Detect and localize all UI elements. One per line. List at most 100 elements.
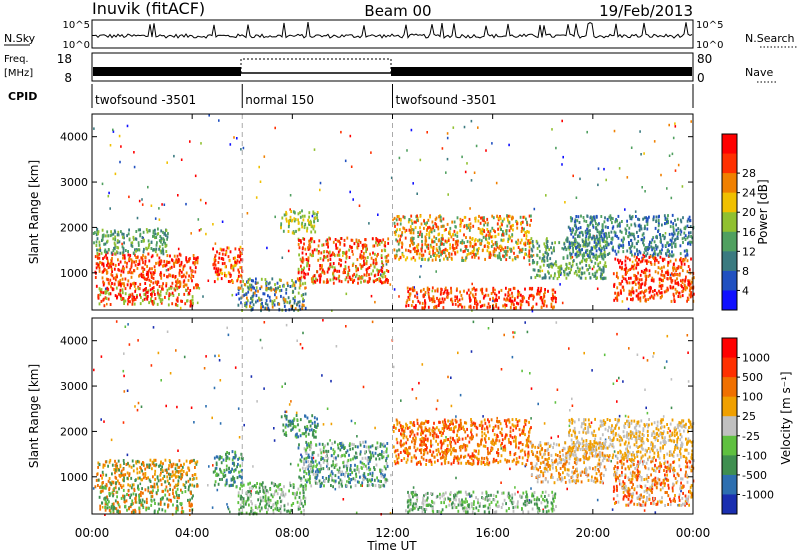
scatter-cell [428, 231, 431, 235]
scatter-cell [575, 228, 578, 232]
scatter-cell [581, 231, 584, 235]
scatter-cell [164, 480, 166, 484]
scatter-cell [106, 498, 109, 502]
scatter-cell [491, 235, 494, 239]
scatter-cell [412, 247, 415, 251]
scatter-cell [120, 294, 122, 298]
scatter-cell [424, 249, 427, 253]
scatter-cell [664, 235, 666, 239]
scatter-cell [303, 271, 305, 275]
scatter-cell [112, 249, 115, 252]
scatter-cell [127, 250, 129, 253]
freq-label: Freq. [4, 54, 29, 65]
scatter-cell [140, 501, 143, 505]
scatter-cell [430, 245, 433, 249]
scatter-cell [122, 270, 125, 274]
scatter-cell [345, 252, 347, 256]
scatter-cell [223, 261, 226, 265]
scatter-cell [361, 275, 364, 279]
scatter-cell [326, 280, 329, 284]
scatter-cell [109, 303, 112, 306]
scatter-cell [412, 242, 414, 246]
scatter-cell [682, 241, 684, 244]
scatter-cell [561, 119, 563, 123]
scatter-cell [283, 301, 286, 305]
scatter-cell [161, 298, 164, 302]
scatter-cell [682, 259, 685, 263]
scatter-cell [593, 240, 596, 244]
nsky-trace [91, 22, 693, 39]
scatter-cell [227, 280, 230, 283]
scatter-cell [308, 221, 311, 225]
scatter-cell [162, 264, 164, 268]
scatter-cell [132, 235, 135, 239]
cpid-segments: twofsound -3501 normal 150 twofsound -3501 [91, 84, 694, 108]
scatter-cell [270, 506, 273, 509]
scatter-cell [491, 240, 493, 244]
scatter-cell [183, 484, 186, 487]
scatter-cell [142, 288, 145, 292]
scatter-cell [432, 295, 435, 299]
scatter-cell [215, 472, 218, 476]
scatter-cell [675, 228, 678, 232]
scatter-cell [107, 234, 110, 238]
scatter-cell [151, 467, 153, 471]
scatter-cell [308, 239, 310, 243]
scatter-cell [213, 280, 216, 284]
scatter-cell [377, 213, 379, 216]
scatter-cell [123, 462, 125, 465]
scatter-cell [135, 461, 138, 465]
scatter-cell [127, 271, 130, 275]
scatter-cell [161, 468, 164, 472]
scatter-cell [119, 483, 122, 487]
scatter-cell [110, 506, 113, 510]
scatter-cell [486, 245, 489, 249]
scatter-cell [239, 487, 241, 491]
scatter-cell [143, 500, 146, 504]
scatter-cell [376, 238, 379, 242]
scatter-cell [332, 240, 335, 244]
scatter-cell [545, 194, 547, 197]
scatter-cell [443, 290, 446, 294]
scatter-cell [578, 270, 581, 274]
scatter-cell [187, 479, 190, 483]
scatter-cell [284, 382, 286, 385]
scatter-cell [654, 256, 657, 260]
scatter-cell [466, 253, 469, 257]
scatter-cell [217, 473, 220, 477]
scatter-cell [146, 294, 149, 298]
scatter-cell [610, 230, 613, 234]
scatter-cell [348, 248, 350, 252]
scatter-cell [384, 241, 386, 244]
scatter-cell [483, 245, 486, 248]
scatter-cell [151, 301, 154, 305]
scatter-cell [150, 204, 153, 207]
scatter-cell [446, 157, 449, 161]
scatter-cell [505, 232, 508, 236]
scatter-cell [115, 481, 117, 485]
scatter-cell [160, 483, 163, 487]
scatter-cell [688, 289, 691, 293]
scatter-cell [530, 387, 533, 390]
scatter-cell [652, 215, 655, 219]
scatter-cell [240, 284, 243, 288]
scatter-cell [326, 278, 329, 282]
freq-tick-bottom: 8 [64, 71, 72, 85]
scatter-cell [109, 278, 112, 282]
scatter-cell [150, 292, 152, 296]
scatter-cell [508, 220, 511, 224]
scatter-cell [304, 247, 307, 251]
scatter-cell [256, 400, 258, 403]
scatter-cell [302, 496, 305, 500]
scatter-cell [612, 245, 614, 249]
scatter-cell [196, 460, 199, 464]
scatter-cell [517, 490, 519, 494]
scatter-cell [618, 243, 621, 247]
scatter-cell [133, 302, 136, 306]
scatter-cell [631, 288, 634, 292]
scatter-cell [448, 230, 451, 234]
scatter-cell [102, 465, 105, 469]
scatter-cell [161, 247, 164, 251]
scatter-cell [150, 495, 153, 498]
scatter-cell [250, 499, 253, 503]
